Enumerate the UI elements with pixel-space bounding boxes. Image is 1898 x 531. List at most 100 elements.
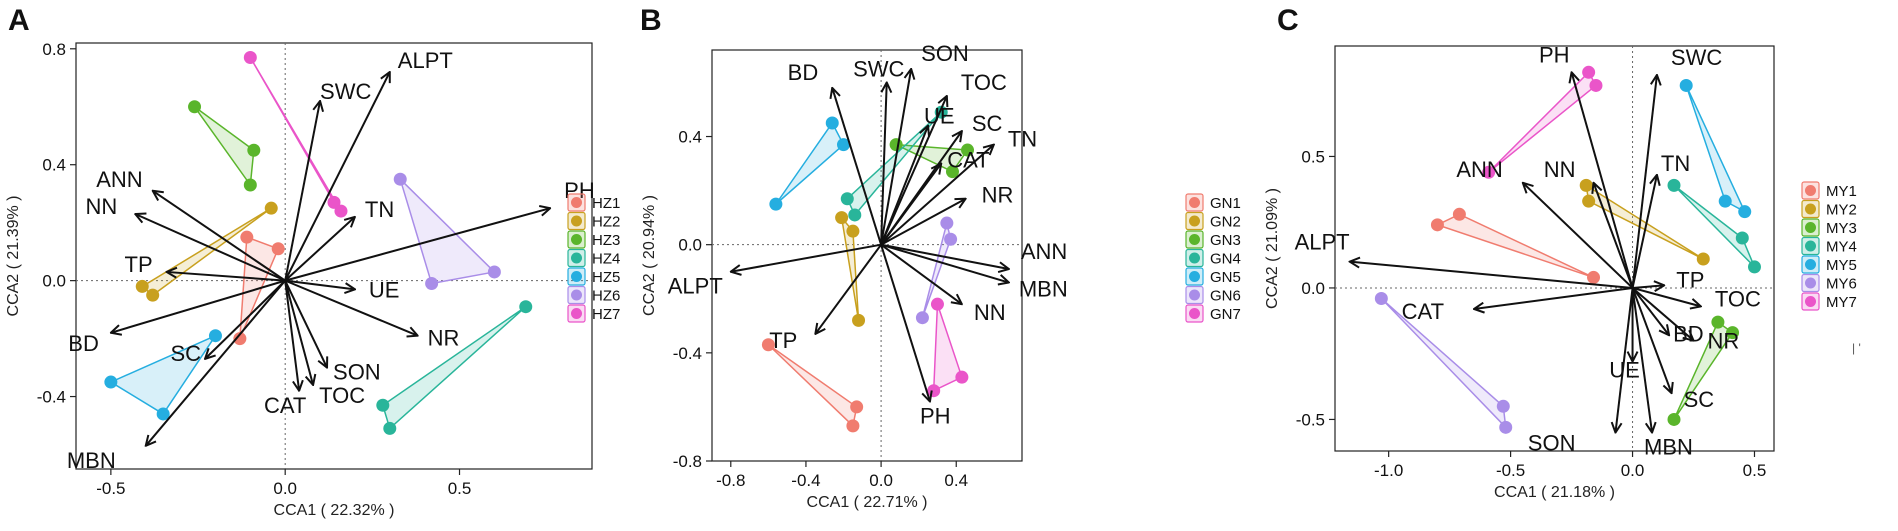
vector-label-swc: SWC (853, 56, 904, 81)
y-tick-label: 0.4 (42, 156, 66, 175)
vector-label-nr: NR (1708, 329, 1740, 354)
vector-son (284, 280, 327, 368)
vector-nn (880, 243, 962, 304)
point-hz3 (247, 143, 261, 157)
legend-label: MY6 (1826, 276, 1857, 293)
legend-marker (1805, 222, 1816, 233)
group-hull-hz4 (381, 306, 527, 430)
point-my4 (1747, 260, 1761, 274)
legend-marker (1189, 197, 1200, 208)
legend-label: GN7 (1210, 306, 1241, 323)
vector-label-mbn: MBN (67, 448, 116, 473)
legend-label: HZ4 (592, 251, 620, 268)
y-tick-label: -0.5 (1296, 410, 1325, 429)
x-tick-label: 0.0 (869, 471, 893, 490)
legend-marker (1805, 203, 1816, 215)
point-hz2 (264, 201, 278, 215)
vector-son (880, 69, 911, 245)
vector-tp (1632, 285, 1665, 288)
vector-tp (815, 244, 882, 334)
vector-label-sc: SC (1684, 387, 1715, 412)
legend-label: HZ7 (592, 306, 620, 323)
legend-marker (1189, 215, 1200, 227)
point-my4 (1667, 178, 1681, 192)
panel-b: B -0.8 -0.4 0.0 0.4 -0.8 -0.4 0.0 0.4 CCA1 ( 22.7… (640, 4, 1241, 511)
panel-letter: A (8, 4, 30, 37)
vector-nr (284, 279, 417, 336)
point-hz6 (393, 172, 407, 186)
point-gn5 (837, 138, 851, 152)
x-axis-label: CCA1 ( 22.32% ) (274, 502, 395, 519)
y-tick-label: 0.0 (1301, 279, 1325, 298)
panel-letter: B (640, 4, 662, 37)
vector-label-tn: TN (1008, 127, 1037, 152)
vector-label-toc: TOC (961, 70, 1007, 95)
legend-marker (571, 308, 582, 319)
vector-ann (1523, 183, 1634, 289)
vector-tn (1631, 175, 1657, 289)
vector-tp (167, 272, 286, 282)
vector-toc (1632, 286, 1701, 306)
vector-label-swc: SWC (320, 79, 371, 104)
point-my7 (1482, 165, 1496, 179)
y-tick-label: 0.0 (678, 236, 702, 255)
vector-ann (153, 191, 286, 282)
y-tick-label: 0.8 (42, 40, 66, 59)
legend-marker (1189, 234, 1200, 245)
vector-nn (135, 214, 286, 282)
group-hull-my5 (1685, 85, 1747, 214)
plot-frame (75, 42, 593, 470)
point-hz6 (487, 265, 501, 279)
y-tick-label: -0.4 (37, 388, 66, 407)
vector-label-sc: SC (170, 341, 201, 366)
vector-label-nr: NR (982, 183, 1014, 208)
vector-label-bd: BD (68, 331, 99, 356)
vector-label-toc: TOC (1715, 286, 1761, 311)
vector-toc (880, 96, 947, 246)
point-gn7 (927, 384, 941, 398)
point-gn1 (846, 419, 860, 433)
vector-alpt (284, 72, 390, 282)
vector-label-bd: BD (788, 60, 819, 85)
vector-label-toc: TOC (319, 383, 365, 408)
legend-marker (1805, 296, 1816, 307)
point-my6 (1374, 291, 1388, 305)
vector-label-nn: NN (85, 194, 117, 219)
vector-bd (1631, 287, 1670, 335)
group-hull-hz5 (109, 333, 218, 415)
vector-label-nn: NN (974, 300, 1006, 325)
point-hz4 (519, 300, 533, 314)
group-hull-gn6 (921, 222, 952, 318)
legend-marker (571, 197, 582, 208)
legend-label: HZ3 (592, 232, 620, 249)
point-my1 (1587, 270, 1601, 284)
point-my1 (1452, 207, 1466, 221)
legend-label: GN6 (1210, 288, 1241, 305)
point-my3 (1711, 315, 1725, 329)
point-gn3 (945, 165, 959, 179)
vector-ph (284, 208, 550, 282)
vector-cat (284, 280, 299, 391)
vector-mbn (880, 243, 1009, 283)
legend-marker (571, 271, 582, 282)
vector-label-ue: UE (369, 277, 400, 302)
panel-c: C -1.0 -0.5 0.0 0.5 -0.5 0.0 0.5 CCA1 ( 21.18% )… (1264, 4, 1857, 501)
point-my3 (1667, 412, 1681, 426)
vector-ph (880, 244, 930, 402)
point-gn7 (955, 370, 969, 384)
vector-label-cat: CAT (947, 148, 989, 173)
point-my5 (1738, 205, 1752, 219)
vector-label-tn: TN (365, 197, 394, 222)
point-hz5 (208, 329, 222, 343)
vector-sc (205, 279, 286, 359)
point-hz4 (383, 421, 397, 435)
vector-nr (1631, 287, 1694, 341)
vector-ph (1572, 72, 1634, 289)
vector-son (1615, 287, 1634, 433)
legend-label: MY4 (1826, 239, 1857, 256)
y-tick-label: -0.8 (673, 452, 702, 471)
group-hull-gn1 (767, 344, 858, 428)
group-hull-my1 (1435, 213, 1594, 279)
vector-label-son: SON (921, 41, 969, 66)
vector-label-cat: CAT (264, 393, 306, 418)
